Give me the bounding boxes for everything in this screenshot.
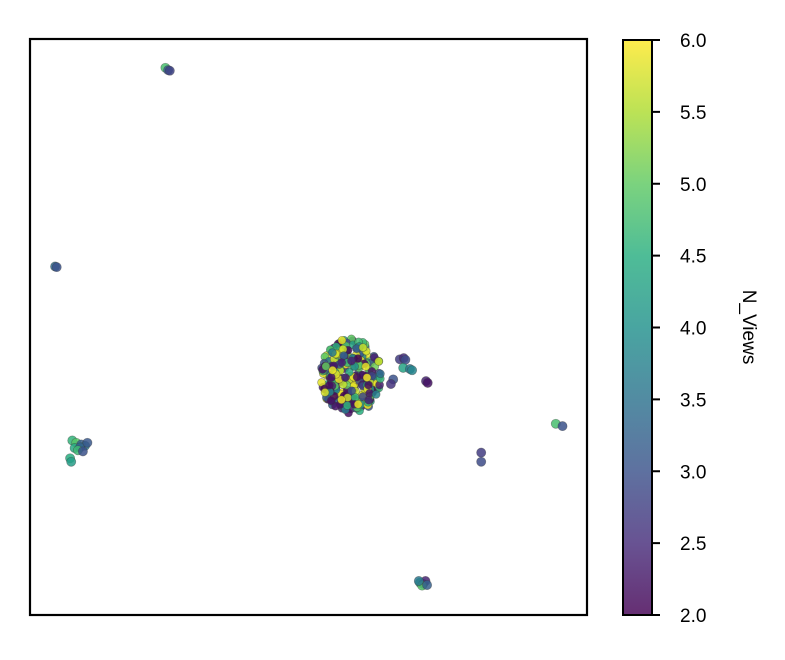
scatter-point [385,379,396,389]
scatter-point [407,365,418,376]
colorbar: 2.0 2.5 3.0 3.5 4.0 4.5 5.0 5.5 6.0 N_Views [622,31,759,627]
colorbar-tick-label: 6.0 [680,31,706,52]
scatter-point [374,357,384,366]
scatter-point [326,396,336,406]
scatter-point [422,377,433,388]
scatter-point [364,395,374,405]
scatter-point [341,373,350,382]
scatter-point [325,380,334,390]
scatter-point [476,456,487,467]
scatter-point [337,395,346,405]
colorbar-tick-label: 4.0 [680,319,706,340]
scatter-point [376,369,385,379]
scatter-point [328,348,337,357]
colorbar-tick-label: 5.0 [680,175,706,196]
scatter-point [353,399,363,409]
scatter-point [337,335,347,345]
scatter-point [476,447,487,458]
scatter-point [400,354,411,365]
colorbar-ticks: 2.0 2.5 3.0 3.5 4.0 4.5 5.0 5.5 6.0 [652,31,706,627]
scatter-point [347,386,357,396]
scatter-point [320,388,330,397]
scatter-point [164,65,175,76]
scatter-point [66,456,77,467]
scatter-point [347,356,356,366]
plot-frame [28,37,589,617]
scatter-point [362,373,372,382]
scatter-point [328,365,337,375]
scatter-point [331,401,340,411]
scatter-point [557,421,568,432]
colorbar-tick-label: 2.0 [680,606,706,627]
scatter-point [361,362,371,371]
colorbar-tick-label: 4.5 [680,247,706,268]
scatter-points [50,62,568,591]
scatter-point [337,358,347,367]
colorbar-gradient [623,40,652,615]
scatter-point [422,580,433,590]
scatter-point [77,446,88,457]
scatter-point [413,576,424,586]
colorbar-tick-label: 5.5 [680,103,706,124]
scatter-point [51,262,62,273]
colorbar-tick-label: 3.5 [680,390,706,411]
scatter-point [364,380,373,390]
scatter-point [358,343,368,352]
colorbar-label: N_Views [738,290,759,365]
scatter-point [82,437,93,448]
colorbar-tick-label: 2.5 [680,534,706,555]
colorbar-tick-label: 3.0 [680,462,706,483]
scatter-point [371,390,381,399]
